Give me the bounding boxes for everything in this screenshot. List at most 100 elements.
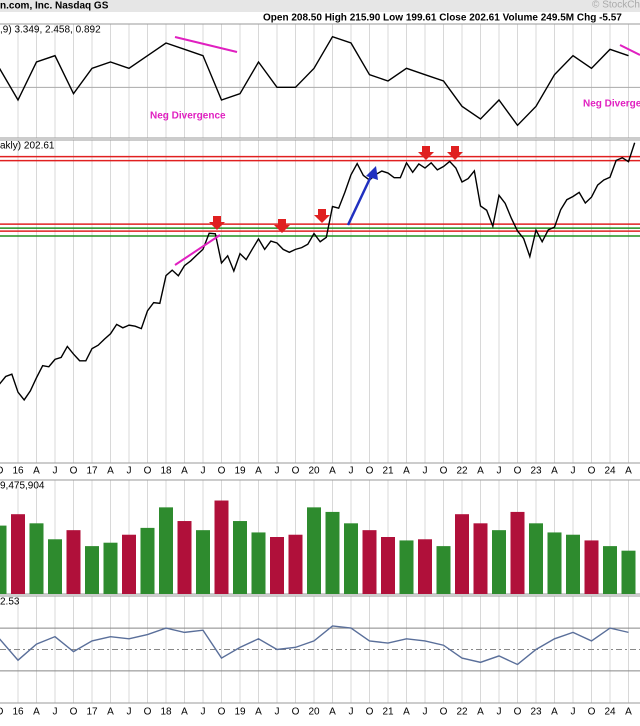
x-tick-label: 16 xyxy=(12,466,24,477)
x-tick-label: A xyxy=(33,466,40,477)
x-tick-label: O xyxy=(588,466,596,477)
x-tick-label: J xyxy=(53,707,58,718)
x-tick-label: O xyxy=(144,466,152,477)
x-tick-label: O xyxy=(0,466,4,477)
x-tick-label: 22 xyxy=(456,466,468,477)
x-tick-label: J xyxy=(127,707,132,718)
x-tick-label: A xyxy=(477,707,484,718)
panel-label: 2.53 xyxy=(0,597,20,608)
x-tick-label: 19 xyxy=(234,707,246,718)
x-tick-label: J xyxy=(423,466,428,477)
x-tick-label: O xyxy=(292,707,300,718)
volume-bar xyxy=(85,546,99,594)
x-tick-label: J xyxy=(275,707,280,718)
x-tick-label: 24 xyxy=(604,466,616,477)
x-tick-label: A xyxy=(33,707,40,718)
x-tick-label: 23 xyxy=(530,707,542,718)
x-tick-label: J xyxy=(201,466,206,477)
x-tick-label: O xyxy=(440,707,448,718)
x-tick-label: 18 xyxy=(160,466,172,477)
volume-bar xyxy=(103,542,118,594)
volume-bar xyxy=(566,534,580,594)
panel-frame xyxy=(0,23,640,139)
x-tick-label: A xyxy=(477,466,484,477)
divergence-line xyxy=(174,234,221,266)
volume-bar xyxy=(177,521,192,594)
volume-bar xyxy=(455,514,469,594)
x-tick-label: O xyxy=(218,466,226,477)
volume-bar xyxy=(381,537,395,594)
x-tick-label: 20 xyxy=(308,707,320,718)
series-line xyxy=(0,142,636,402)
x-tick-label: O xyxy=(70,707,78,718)
x-tick-label: A xyxy=(255,707,262,718)
x-tick-label: 20 xyxy=(308,466,320,477)
volume-bar xyxy=(159,507,173,594)
trend-arrow-head xyxy=(366,166,378,180)
x-tick-label: 24 xyxy=(604,707,616,718)
x-tick-label: 16 xyxy=(12,707,24,718)
panel-frame xyxy=(0,595,640,704)
volume-bar xyxy=(344,523,358,594)
panel-label: 9,475,904 xyxy=(0,481,45,492)
x-tick-label: A xyxy=(625,707,632,718)
volume-bar xyxy=(492,530,506,594)
x-tick-label: J xyxy=(571,466,576,477)
panel-label: ,9) 3.349, 2.458, 0.892 xyxy=(0,25,101,36)
down-arrow xyxy=(209,216,225,230)
volume-bar xyxy=(11,514,25,594)
down-arrow xyxy=(314,209,330,223)
x-tick-label: A xyxy=(181,466,188,477)
x-tick-label: 17 xyxy=(86,707,98,718)
x-tick-label: J xyxy=(423,707,428,718)
volume-bar xyxy=(307,507,321,594)
series-line xyxy=(0,35,629,127)
x-tick-label: O xyxy=(218,707,226,718)
x-tick-label: A xyxy=(551,707,558,718)
down-arrow xyxy=(418,146,434,160)
x-tick-label: A xyxy=(181,707,188,718)
volume-bar xyxy=(362,530,377,594)
volume-bar xyxy=(233,521,247,594)
volume-bar xyxy=(584,540,599,594)
x-tick-label: O xyxy=(514,707,522,718)
volume-bar xyxy=(325,511,340,594)
symbol-title: n.com, Inc. Nasdaq GS xyxy=(0,1,109,12)
volume-bar xyxy=(436,546,451,594)
panel-label: akly) 202.61 xyxy=(0,141,55,152)
x-tick-label: O xyxy=(440,466,448,477)
x-tick-label: A xyxy=(255,466,262,477)
volume-bar xyxy=(510,511,525,594)
volume-bar xyxy=(621,550,636,594)
volume-bar xyxy=(140,527,155,594)
volume-bar xyxy=(48,539,62,594)
x-tick-label: 23 xyxy=(530,466,542,477)
x-tick-label: J xyxy=(275,466,280,477)
volume-bar xyxy=(529,523,543,594)
x-tick-label: J xyxy=(497,466,502,477)
x-tick-label: 22 xyxy=(456,707,468,718)
x-tick-label: O xyxy=(292,466,300,477)
volume-bar xyxy=(418,539,432,594)
x-tick-label: 21 xyxy=(382,707,394,718)
volume-bar xyxy=(214,500,229,594)
x-tick-label: A xyxy=(403,707,410,718)
x-tick-label: J xyxy=(349,707,354,718)
annotation: Neg Divergence xyxy=(583,99,640,110)
x-tick-label: 19 xyxy=(234,466,246,477)
x-tick-label: A xyxy=(625,466,632,477)
x-tick-label: J xyxy=(571,707,576,718)
x-tick-label: A xyxy=(107,466,114,477)
x-tick-label: J xyxy=(201,707,206,718)
series-line xyxy=(0,625,629,666)
x-tick-label: J xyxy=(497,707,502,718)
source: © StockCh xyxy=(592,0,640,11)
x-tick-label: O xyxy=(366,466,374,477)
quote: Open 208.50 High 215.90 Low 199.61 Close… xyxy=(263,13,622,24)
x-tick-label: A xyxy=(551,466,558,477)
down-arrow xyxy=(447,146,463,160)
x-tick-label: O xyxy=(0,707,4,718)
x-tick-label: A xyxy=(329,707,336,718)
volume-bar xyxy=(399,540,414,594)
x-tick-label: 17 xyxy=(86,466,98,477)
